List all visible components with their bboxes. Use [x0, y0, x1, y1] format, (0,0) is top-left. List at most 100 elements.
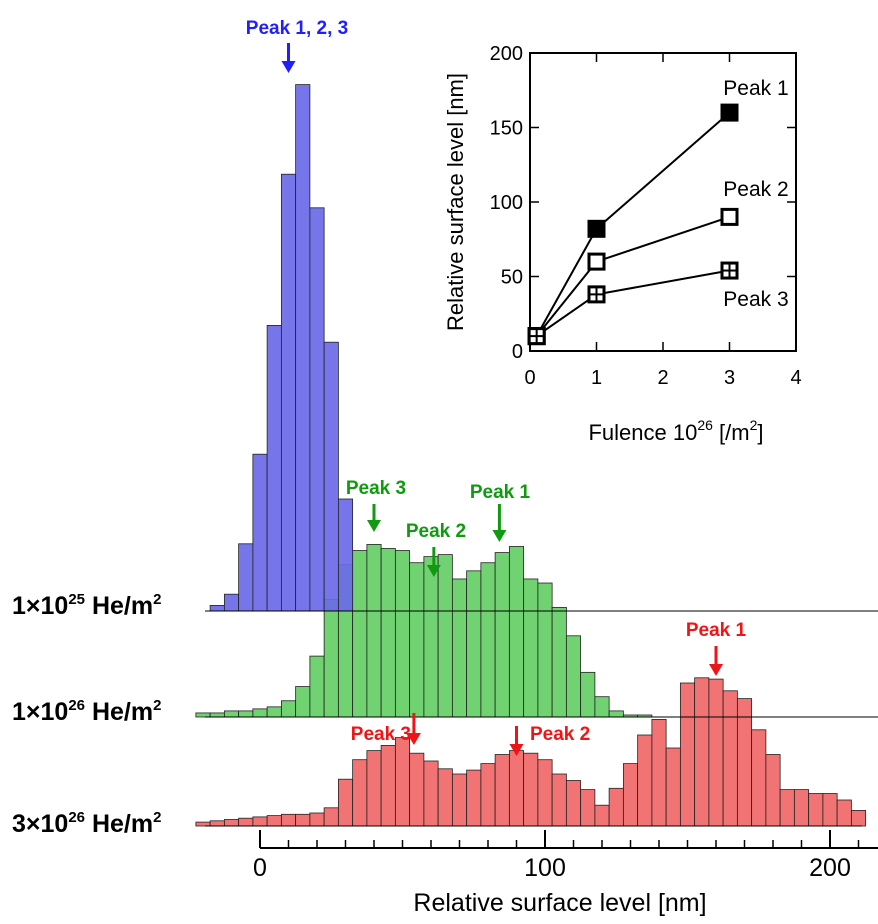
bar-red [209, 820, 225, 827]
bar-green [437, 554, 453, 718]
bar-red [594, 804, 610, 827]
bar-green [266, 706, 282, 718]
green-series-bars [195, 544, 653, 718]
bar-green [580, 671, 596, 718]
peak-arrow-head [281, 61, 296, 73]
series-label-red-text: 3×10 [12, 810, 68, 838]
bar-blue [252, 453, 268, 612]
inset-x-tick-label: 1 [591, 367, 602, 389]
peak-arrow-head [426, 565, 441, 577]
inset-y-tick-label: 100 [490, 192, 523, 214]
peak-label: Peak 1 [470, 482, 531, 503]
inset-marker-open [720, 207, 739, 226]
inset-plot-frame [529, 52, 797, 352]
bar-green [209, 712, 225, 718]
series-label-red-unit-exp: 2 [153, 809, 161, 826]
bar-red [651, 719, 667, 827]
bar-red [352, 759, 368, 827]
bar-green [523, 578, 539, 718]
main-x-tick-label: 100 [524, 854, 566, 882]
inset-x-axis-label-unit: [/m [713, 420, 750, 445]
inset-marker-open [587, 252, 606, 271]
red-series-bars [195, 677, 867, 827]
bar-green [537, 582, 553, 718]
inset-series-markers [527, 103, 739, 346]
bar-blue [223, 593, 240, 612]
bar-green [238, 710, 254, 718]
inset-y-axis-label: Relative surface level [nm] [443, 73, 468, 331]
bar-red [195, 821, 211, 827]
peak-label: Peak 2 [406, 521, 466, 542]
bar-green [494, 552, 510, 718]
inset-x-axis-label-text: Fulence 10 [588, 420, 697, 445]
blue-series-bars [209, 84, 354, 612]
bar-red [808, 793, 824, 827]
bar-green [380, 548, 396, 718]
peak-label: Peak 3 [351, 724, 411, 745]
main-x-axis-label: Relative surface level [nm] [413, 889, 706, 917]
bar-red [765, 754, 781, 827]
bar-red [423, 760, 439, 827]
bar-red [466, 769, 482, 827]
series-label-blue-text: 1×10 [12, 592, 68, 620]
bar-red [565, 780, 582, 827]
bar-red [366, 750, 382, 827]
inset-marker-filled [587, 219, 606, 238]
bar-red [836, 799, 852, 827]
bar-green [223, 710, 240, 718]
bar-red [622, 763, 639, 827]
series-label-green-exp: 26 [68, 697, 85, 714]
bar-green [565, 635, 582, 718]
bar-red [394, 737, 411, 827]
bar-green [280, 700, 297, 718]
series-label-blue-unit-exp: 2 [153, 591, 161, 608]
bar-blue [266, 324, 282, 612]
inset-x-axis-label: Fulence 1026 [/m2] [588, 417, 763, 445]
peak-label: Peak 1 [686, 620, 747, 641]
bar-red [751, 729, 767, 827]
bar-red [494, 754, 510, 827]
bar-red [323, 807, 339, 827]
peak-arrow-head [709, 664, 723, 676]
bar-red [508, 750, 525, 827]
inset-y-tick-label: 200 [490, 43, 523, 65]
bar-blue [209, 605, 225, 612]
series-label-red-exp: 26 [68, 809, 85, 826]
bar-red [736, 698, 753, 827]
inset-x-tick-label: 2 [657, 367, 668, 389]
bar-blue [280, 173, 297, 612]
bar-red [708, 678, 724, 827]
bar-red [295, 813, 311, 827]
bar-green [508, 546, 525, 718]
series-label-green-unit: He/m [85, 698, 153, 726]
inset-x-axis-label-exp: 26 [697, 417, 713, 433]
series-label-green-unit-exp: 2 [153, 697, 161, 714]
peak-label: Peak 1, 2, 3 [246, 18, 348, 39]
bar-blue [295, 84, 311, 612]
bar-blue [337, 498, 354, 612]
inset-ticks: 0 1 2 3 4 0 50 100 150 200 [490, 43, 802, 389]
bar-green [451, 578, 468, 718]
bar-green [394, 550, 411, 718]
bar-red [608, 787, 624, 827]
inset-x-tick-label: 3 [724, 367, 735, 389]
inset-x-axis-label-close: ] [757, 420, 763, 445]
inset-series-label: Peak 1 [723, 77, 788, 100]
inset-series-labels: Peak 1 Peak 2 Peak 3 [723, 77, 788, 311]
inset-x-tick-label: 4 [790, 367, 801, 389]
inset-series-label: Peak 3 [723, 288, 788, 311]
bar-red [252, 816, 268, 827]
series-label-red-unit: He/m [85, 810, 153, 838]
bar-red [793, 789, 810, 827]
bar-green [352, 550, 368, 718]
bar-green [309, 655, 325, 718]
series-label-green-text: 1×10 [12, 698, 68, 726]
bar-red [694, 677, 710, 827]
bar-red [679, 682, 696, 827]
bar-green [466, 570, 482, 718]
series-label-blue: 1×1025 He/m2 [12, 591, 161, 620]
series-label-green: 1×1026 He/m2 [12, 697, 161, 726]
bar-green [295, 686, 311, 718]
inset-series-label: Peak 2 [723, 178, 788, 201]
bar-red [850, 810, 867, 827]
